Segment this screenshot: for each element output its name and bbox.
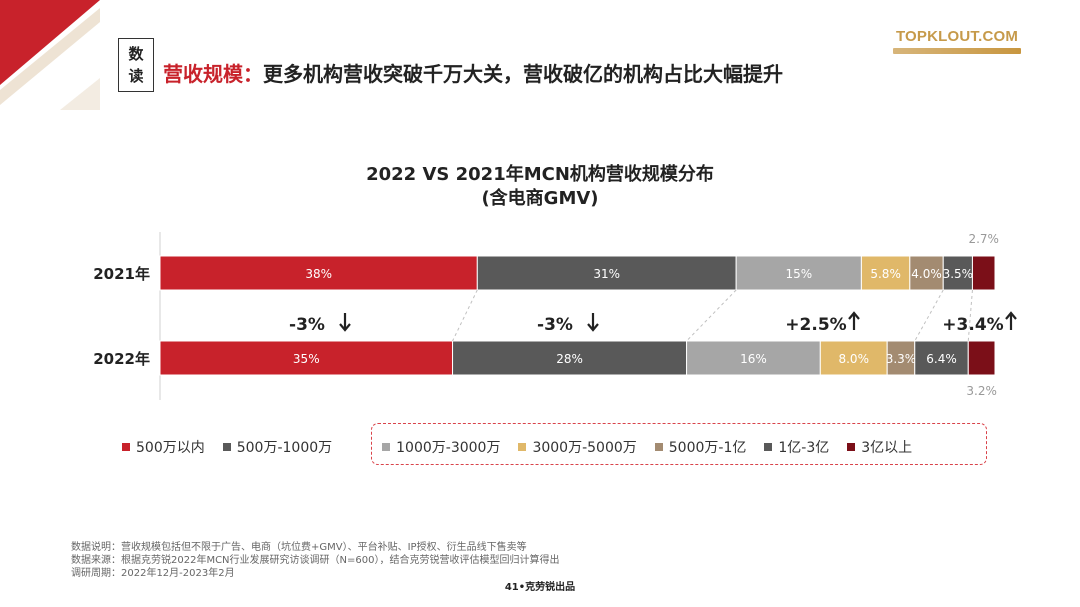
legend-item: 500万-1000万 (222, 437, 333, 457)
title-text: 更多机构营收突破千万大关，营收破亿的机构占比大幅提升 (263, 62, 783, 86)
chart-title: 2022 VS 2021年MCN机构营收规模分布 (366, 164, 714, 185)
legend-swatch (518, 443, 527, 451)
data-label: 2.7% (968, 232, 999, 246)
bar-segment (942, 255, 973, 291)
page-title: 营收规模：更多机构营收突破千万大关，营收破亿的机构占比大幅提升 (163, 58, 783, 87)
arrow-up-icon (1005, 311, 1017, 330)
data-label: 3.3% (886, 352, 917, 366)
legend-item: 500万以内 (122, 437, 205, 457)
data-label: 8.0% (838, 352, 869, 366)
legend-swatch (122, 443, 130, 451)
connector-line (914, 289, 944, 342)
connector-line (452, 289, 478, 342)
bar-segment (971, 255, 996, 291)
footer-note: 调研周期：2022年12月-2023年2月 (71, 568, 235, 579)
legend-item: 3000万-5000万 (518, 437, 637, 457)
legend-label: 5000万-1亿 (668, 440, 747, 456)
connector-line (686, 289, 737, 342)
corner-decoration (0, 0, 100, 110)
data-label: 4.0% (911, 267, 942, 281)
legend-swatch (847, 443, 856, 451)
arrow-down-icon (587, 313, 599, 332)
legend-swatch (764, 443, 773, 451)
legend-label: 500万-1000万 (236, 440, 333, 456)
bar-segment (452, 340, 688, 376)
data-label: 3.5% (943, 267, 974, 281)
arrow-down-icon (339, 313, 351, 332)
category-label: 2022年 (93, 350, 150, 368)
footer-notes: 数据说明：营收规模包括但不限于广告、电商（坑位费+GMV）、平台补贴、IP授权、… (71, 541, 560, 580)
bar-segment (686, 340, 821, 376)
legend-item: 3亿以上 (847, 437, 912, 457)
legend-label: 3亿以上 (861, 440, 913, 456)
section-badge: 数 读 (118, 38, 154, 92)
bar-segment (886, 340, 916, 376)
data-label: 31% (593, 267, 620, 281)
change-annotation: +3.4% (942, 315, 1003, 335)
data-label: 15% (785, 267, 812, 281)
brand-tagline-bar (893, 48, 1021, 54)
bar-segment (909, 255, 944, 291)
bar-segment (476, 255, 737, 291)
legend-swatch (654, 443, 663, 451)
category-label: 2021年 (93, 265, 150, 283)
bar-segment (159, 255, 478, 291)
chart-legend: 500万以内 500万-1000万 1000万-3000万 3000万-5000万 50… (122, 437, 930, 457)
arrow-up-icon (848, 311, 860, 330)
legend-label: 500万以内 (136, 440, 205, 456)
data-label: 5.8% (870, 267, 901, 281)
chart-subtitle: (含电商GMV) (481, 188, 599, 209)
change-annotation: +2.5% (785, 315, 846, 335)
data-label: 38% (305, 267, 332, 281)
legend-item: 5000万-1亿 (654, 437, 747, 457)
change-annotation: -3% (289, 315, 325, 335)
change-annotation: -3% (537, 315, 573, 335)
bar-segment (819, 340, 888, 376)
legend-swatch (382, 443, 391, 451)
footer-note: 数据来源：根据克劳锐2022年MCN行业发展研究访谈调研（N=600），结合克劳… (71, 555, 560, 566)
bar-segment (860, 255, 911, 291)
connector-line (967, 289, 973, 342)
page-number: 41•克劳锐出品 (504, 582, 576, 593)
footer-note: 数据说明：营收规模包括但不限于广告、电商（坑位费+GMV）、平台补贴、IP授权、… (71, 542, 527, 553)
title-accent: 营收规模： (163, 62, 263, 86)
bar-segment (967, 340, 996, 376)
legend-highlight-box (371, 423, 987, 465)
data-label: 28% (556, 352, 583, 366)
brand-logo: TOPKLOUT.COM (893, 28, 1021, 54)
legend-label: 1000万-3000万 (396, 440, 501, 456)
data-label: 3.2% (966, 384, 997, 398)
legend-label: 3000万-5000万 (532, 440, 637, 456)
stacked-bar-chart: 2021年 38% 31% 15% 5.8% 4.0% 3.5% 2.7% 2022年 35% 28… (93, 232, 1017, 400)
data-label: 35% (293, 352, 320, 366)
data-label: 16% (740, 352, 767, 366)
legend-swatch (222, 443, 231, 451)
legend-item: 1亿-3亿 (764, 437, 829, 457)
data-label: 6.4% (926, 352, 957, 366)
legend-label: 1亿-3亿 (778, 440, 830, 456)
legend-item: 1000万-3000万 (382, 437, 500, 457)
